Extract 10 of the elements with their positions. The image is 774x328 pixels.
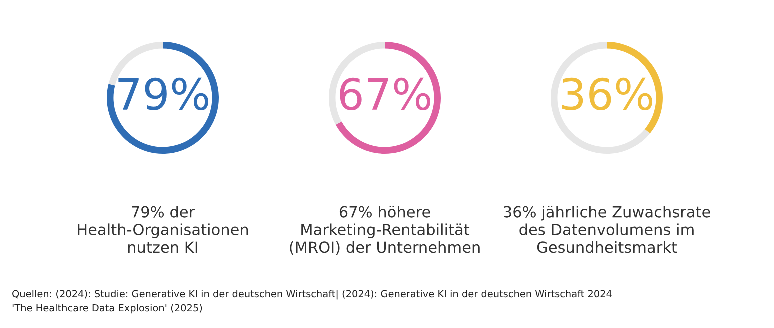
donut-slice [336, 42, 441, 154]
data-label: 36% [562, 78, 652, 110]
donut-slice [107, 42, 219, 154]
text: 79% der Health-Organisationen nutzen KI [78, 206, 248, 254]
text: 36% jährliche Zuwachsrate des Datenvolumens im Gesundheitsmarkt [504, 206, 710, 254]
data-label: 79% [118, 78, 208, 110]
text: 67% höhere Marketing-Rentabilität (MROI) der Unternehmen [290, 206, 480, 255]
source-note: Quellen: (2024): Studie: Generative KI in der deutschen Wirtschaft| (2024): Generative KI in der deutschen Wirtschaft 2024 'The Healthcare Data Explosion' (2025) [12, 290, 612, 314]
data-label: 67% [340, 78, 430, 110]
donut-slice [551, 42, 650, 154]
